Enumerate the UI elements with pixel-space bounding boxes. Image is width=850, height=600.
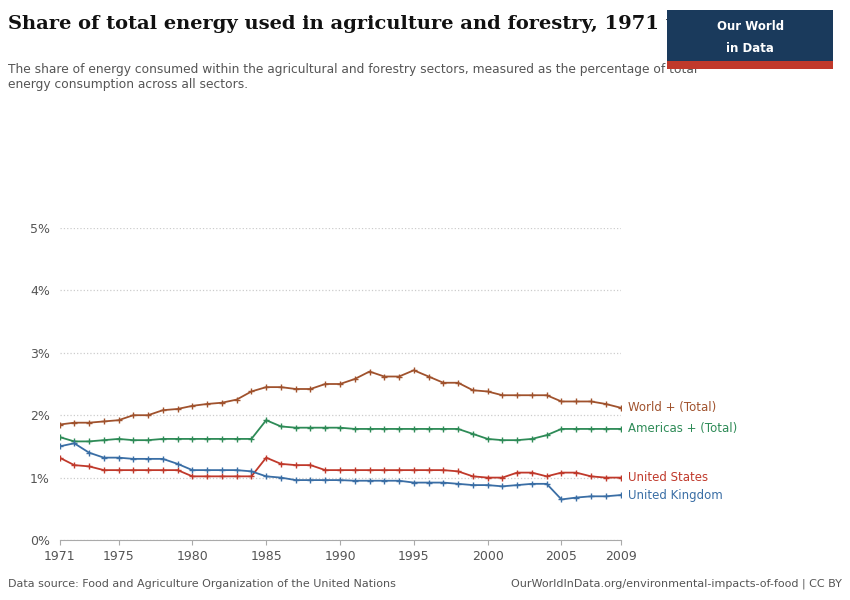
Text: Our World: Our World: [717, 20, 784, 33]
Text: United Kingdom: United Kingdom: [628, 488, 722, 502]
Text: OurWorldInData.org/environmental-impacts-of-food | CC BY: OurWorldInData.org/environmental-impacts…: [511, 578, 842, 589]
Text: Data source: Food and Agriculture Organization of the United Nations: Data source: Food and Agriculture Organi…: [8, 579, 396, 589]
Text: in Data: in Data: [726, 42, 774, 55]
Text: Americas + (Total): Americas + (Total): [628, 422, 737, 436]
Text: The share of energy consumed within the agricultural and forestry sectors, measu: The share of energy consumed within the …: [8, 63, 698, 91]
Text: World + (Total): World + (Total): [628, 401, 717, 414]
Text: Share of total energy used in agriculture and forestry, 1971 to 2009: Share of total energy used in agricultur…: [8, 15, 749, 33]
Text: United States: United States: [628, 471, 708, 484]
